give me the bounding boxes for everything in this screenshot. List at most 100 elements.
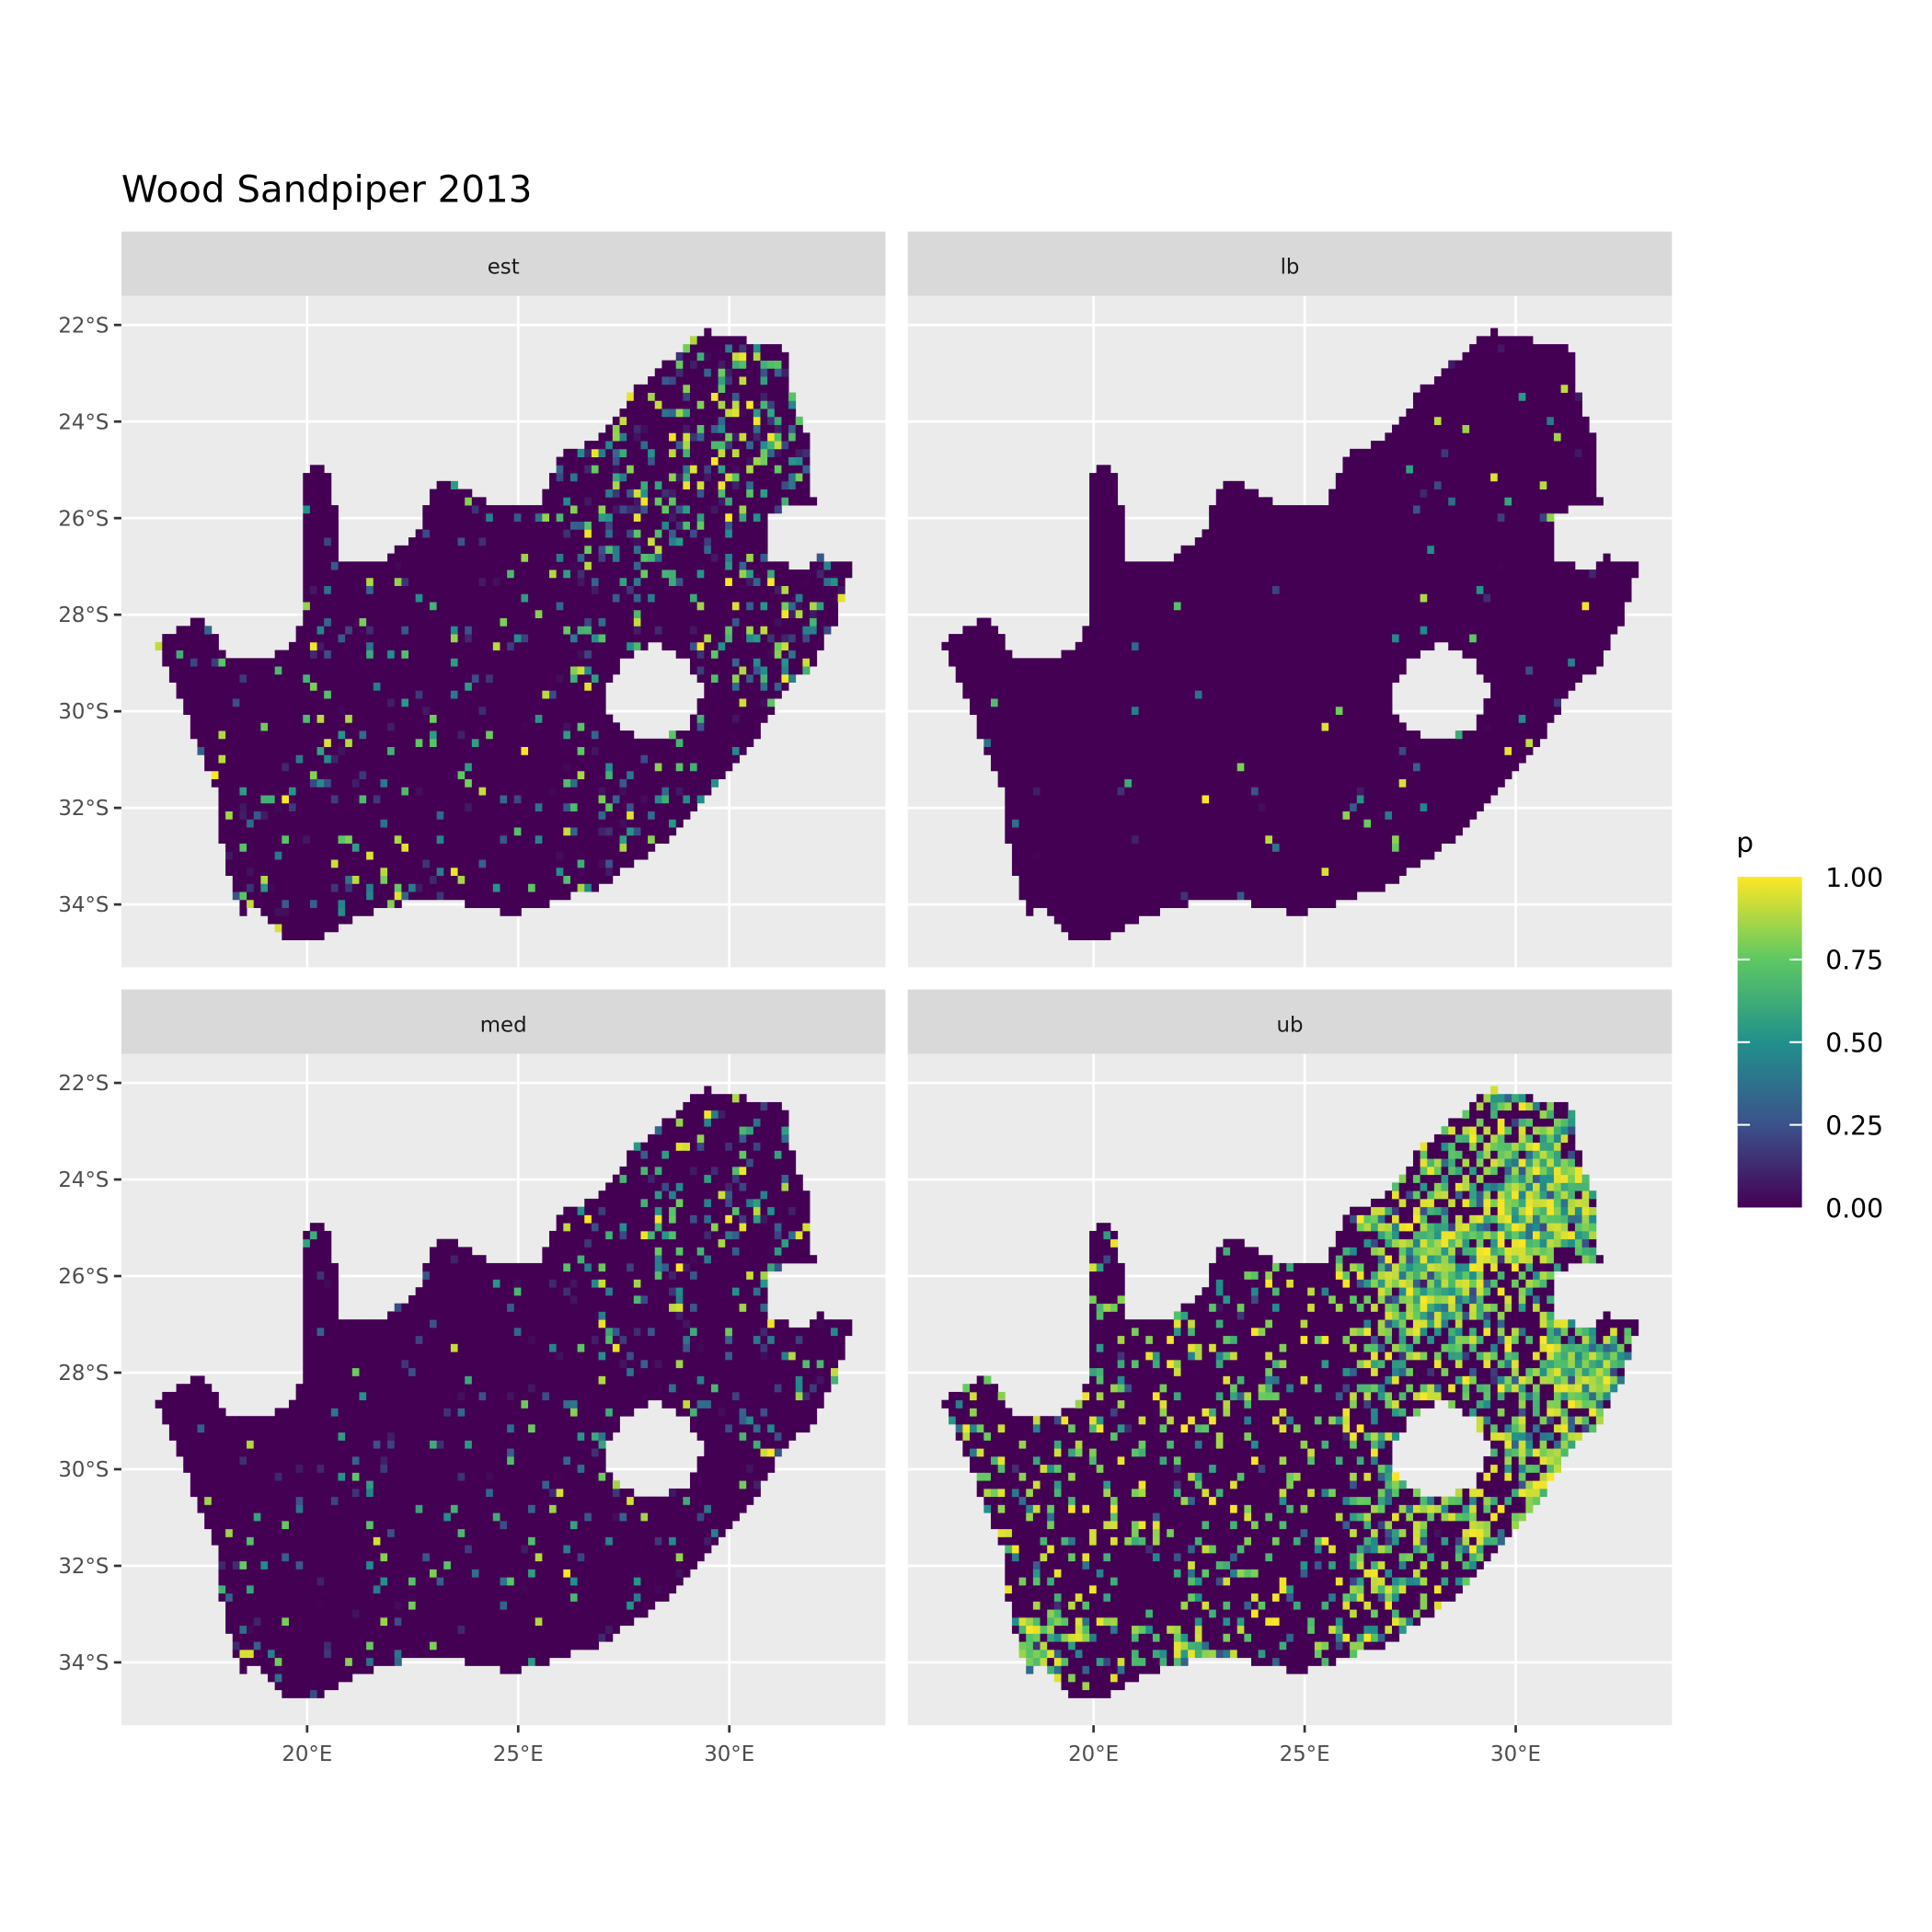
grid-cell <box>640 529 648 537</box>
grid-cell <box>233 771 240 779</box>
grid-cell <box>218 650 225 659</box>
grid-cell <box>640 851 648 859</box>
grid-cell <box>443 771 451 779</box>
grid-cell <box>443 690 451 698</box>
grid-cell <box>570 658 578 666</box>
grid-cell <box>395 803 402 811</box>
grid-cell <box>535 844 543 852</box>
grid-cell <box>542 811 549 820</box>
grid-cell <box>493 819 500 827</box>
grid-cell <box>204 626 212 634</box>
grid-cell <box>486 513 493 522</box>
grid-cell <box>605 593 613 602</box>
grid-cell <box>823 586 831 594</box>
grid-cell <box>422 811 430 820</box>
grid-cell <box>570 465 578 473</box>
grid-cell <box>500 593 507 602</box>
grid-cell <box>317 481 325 489</box>
grid-cell <box>204 747 212 755</box>
grid-cell <box>1139 811 1146 820</box>
grid-cell <box>359 844 366 852</box>
grid-cell <box>962 690 970 698</box>
grid-cell <box>746 489 753 498</box>
grid-cell <box>1110 593 1118 602</box>
grid-cell <box>983 618 991 627</box>
grid-cell <box>380 626 387 634</box>
grid-cell <box>767 593 775 602</box>
grid-cell <box>796 481 803 489</box>
grid-cell <box>443 876 451 884</box>
grid-cell <box>831 593 838 602</box>
grid-cell <box>557 529 564 537</box>
grid-cell <box>1118 835 1125 844</box>
grid-cell <box>528 827 535 835</box>
grid-cell <box>1047 795 1054 803</box>
grid-cell <box>514 803 522 811</box>
grid-cell <box>676 787 684 795</box>
grid-cell <box>1047 883 1054 891</box>
grid-cell <box>1139 844 1146 852</box>
grid-cell <box>1054 674 1062 683</box>
grid-cell <box>268 851 275 859</box>
grid-cell <box>430 771 437 779</box>
grid-cell <box>542 569 549 578</box>
grid-cell <box>1110 586 1118 594</box>
grid-cell <box>788 602 796 610</box>
grid-cell <box>282 690 289 698</box>
grid-cell <box>1118 683 1125 691</box>
grid-cell <box>719 569 726 578</box>
grid-cell <box>669 634 676 642</box>
grid-cell <box>796 473 803 481</box>
grid-cell <box>225 844 233 852</box>
grid-cell <box>177 666 184 674</box>
grid-cell <box>648 489 655 498</box>
grid-cell <box>1041 859 1048 868</box>
grid-cell <box>669 803 676 811</box>
grid-cell <box>535 505 543 513</box>
grid-cell <box>592 835 599 844</box>
grid-cell <box>395 666 402 674</box>
grid-cell <box>443 561 451 569</box>
grid-cell <box>247 690 254 698</box>
grid-cell <box>640 489 648 498</box>
grid-cell <box>542 578 549 586</box>
grid-cell <box>1041 844 1048 852</box>
grid-cell <box>669 811 676 820</box>
grid-cell <box>570 489 578 498</box>
grid-cell <box>767 344 775 352</box>
grid-cell <box>289 868 296 876</box>
grid-cell <box>500 844 507 852</box>
grid-cell <box>746 634 753 642</box>
grid-cell <box>408 634 416 642</box>
grid-cell <box>563 819 570 827</box>
grid-cell <box>380 602 387 610</box>
grid-cell <box>592 554 599 562</box>
grid-cell <box>331 666 339 674</box>
grid-cell <box>401 859 408 868</box>
grid-cell <box>711 546 719 554</box>
grid-cell <box>578 578 585 586</box>
grid-cell <box>661 634 669 642</box>
grid-cell <box>296 900 304 908</box>
grid-cell <box>254 876 261 884</box>
grid-cell <box>570 698 578 707</box>
grid-cell <box>521 859 528 868</box>
grid-cell <box>746 626 753 634</box>
grid-cell <box>331 522 339 530</box>
grid-cell <box>584 707 592 715</box>
grid-cell <box>1089 868 1097 876</box>
grid-cell <box>401 795 408 803</box>
grid-cell <box>254 827 261 835</box>
grid-cell <box>661 602 669 610</box>
grid-cell <box>465 827 472 835</box>
grid-cell <box>458 868 466 876</box>
grid-cell <box>374 674 381 683</box>
grid-cell <box>775 634 782 642</box>
grid-cell <box>493 835 500 844</box>
grid-cell <box>775 441 782 449</box>
grid-cell <box>380 779 387 788</box>
grid-cell <box>767 626 775 634</box>
grid-cell <box>1097 844 1104 852</box>
grid-cell <box>366 835 374 844</box>
grid-cell <box>697 376 705 385</box>
